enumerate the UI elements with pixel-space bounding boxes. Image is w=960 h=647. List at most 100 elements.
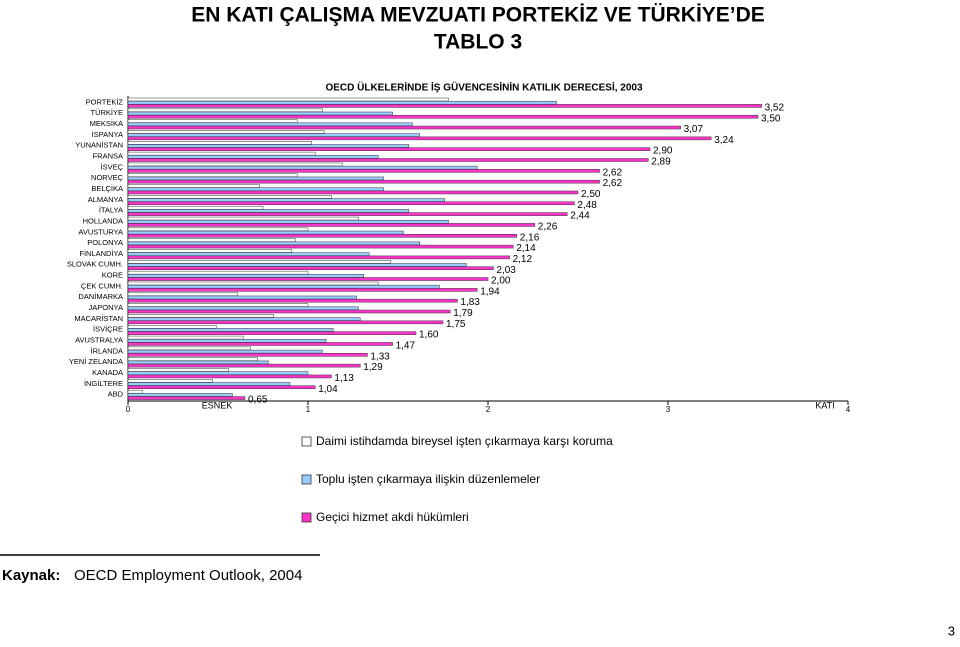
y-tick-label: SLOVAK CUMH. [67, 260, 123, 269]
value-label: 2,48 [577, 200, 597, 211]
bar [127, 198, 446, 202]
bar [127, 155, 379, 159]
value-label: 3,07 [684, 124, 704, 135]
bar [127, 133, 420, 137]
bar [127, 295, 357, 300]
y-tick-label: DANİMARKA [78, 292, 123, 301]
bar [127, 368, 230, 372]
x-tick-label: 1 [306, 405, 311, 414]
bar [127, 187, 384, 192]
bar [127, 270, 309, 275]
bar [127, 342, 393, 346]
bar [127, 165, 478, 170]
value-label: 3,24 [714, 135, 734, 146]
bar [127, 136, 712, 141]
bar [127, 162, 343, 167]
bar [127, 216, 359, 221]
value-label: 0,65 [248, 395, 268, 406]
bar [127, 255, 510, 260]
value-label: 2,62 [603, 167, 623, 178]
value-label: 1,83 [460, 297, 480, 308]
bar [127, 349, 323, 354]
y-tick-label: İSPANYA [92, 130, 123, 139]
bar [127, 179, 600, 184]
bar [127, 360, 269, 365]
y-tick-label: AVUSTRALYA [75, 335, 123, 344]
x-tick-label: 4 [846, 405, 851, 414]
bar [127, 141, 312, 145]
bar [127, 205, 264, 210]
bar [127, 353, 368, 357]
bar [127, 306, 359, 311]
bar [127, 382, 291, 386]
bar [127, 241, 420, 246]
bar [127, 298, 458, 303]
y-tick-label: İNGİLTERE [84, 379, 123, 388]
y-tick-label: KANADA [92, 368, 123, 377]
bar [127, 252, 370, 256]
y-tick-label: AVUSTURYA [78, 227, 123, 236]
bar [127, 100, 557, 105]
bar [127, 284, 440, 289]
value-label: 2,50 [581, 189, 601, 200]
y-tick-label: İRLANDA [90, 346, 123, 355]
value-label: 1,79 [453, 308, 473, 319]
y-tick-label: YUNANİSTAN [75, 141, 123, 150]
value-label: 2,03 [496, 265, 516, 276]
value-label: 1,75 [446, 319, 466, 330]
y-tick-label: NORVEÇ [91, 173, 124, 182]
y-tick-label: PORTEKİZ [86, 97, 124, 106]
y-tick-label: HOLLANDA [83, 216, 123, 225]
y-tick-label: FİNLANDİYA [79, 249, 123, 258]
bar [127, 288, 478, 292]
bar [127, 114, 759, 119]
y-tick-label: YENİ ZELANDA [69, 357, 123, 366]
value-label: 2,16 [520, 232, 540, 243]
bar [127, 335, 244, 340]
y-tick-label: İTALYA [99, 206, 123, 215]
x-tick-label: 2 [486, 405, 491, 414]
y-tick-label: FRANSA [93, 152, 123, 161]
source-label: Kaynak: [2, 567, 60, 584]
bar [127, 266, 494, 270]
page-title: EN KATI ÇALIŞMA MEVZUATI PORTEKİZ VE TÜR… [191, 4, 765, 27]
y-tick-label: ALMANYA [88, 195, 123, 204]
bar [127, 176, 384, 181]
value-label: 2,12 [513, 254, 533, 265]
value-label: 1,33 [370, 351, 390, 362]
legend-swatch [301, 474, 312, 485]
value-label: 1,94 [480, 286, 500, 297]
y-tick-label: TÜRKİYE [90, 108, 123, 117]
value-label: 2,26 [538, 221, 558, 232]
bar [127, 357, 258, 361]
bar [127, 122, 413, 127]
source-text: OECD Employment Outlook, 2004 [74, 567, 302, 584]
value-label: 2,90 [653, 146, 673, 157]
bar [127, 108, 323, 113]
value-label: 3,52 [765, 102, 785, 113]
bar [127, 125, 681, 130]
bar [127, 244, 514, 249]
bar [127, 328, 334, 332]
bar [127, 292, 239, 297]
legend-swatch [301, 512, 312, 523]
value-label: 1,29 [363, 362, 383, 373]
axis-annotation: KATI [815, 400, 834, 410]
bar [127, 314, 275, 318]
value-label: 1,47 [396, 341, 416, 352]
legend-label: Geçici hizmet akdi hükümleri [316, 510, 469, 524]
y-tick-label: İSVİÇRE [93, 325, 123, 334]
legend-label: Daimi istihdamda bireysel işten çıkarmay… [316, 434, 613, 448]
bar [127, 303, 309, 307]
value-label: 2,14 [516, 243, 536, 254]
value-label: 2,00 [491, 276, 511, 287]
legend-label: Toplu işten çıkarmaya ilişkin düzenlemel… [316, 472, 540, 486]
bar [127, 219, 449, 224]
bar [127, 195, 332, 199]
y-tick-label: POLONYA [87, 238, 123, 247]
x-tick-label: 3 [666, 405, 671, 414]
bar [127, 223, 536, 227]
bar [127, 238, 296, 242]
bar [127, 385, 316, 390]
